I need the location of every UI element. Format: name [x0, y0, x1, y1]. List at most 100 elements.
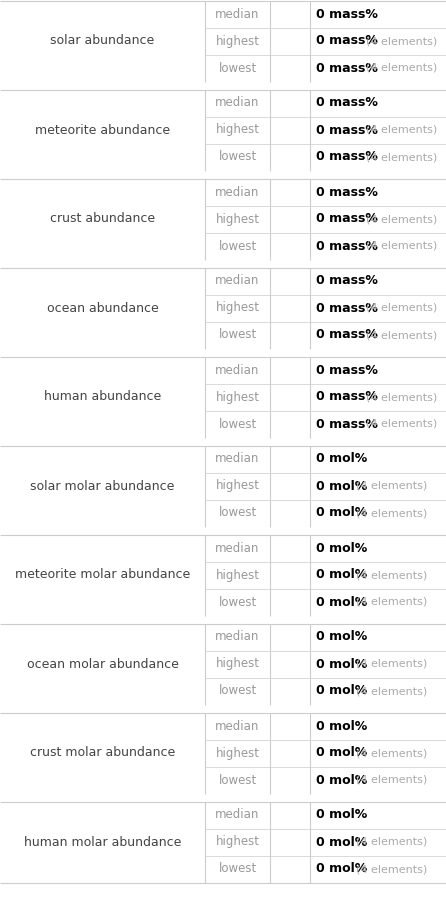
Text: 0 mol%  (4 elements): 0 mol% (4 elements) [316, 596, 446, 609]
Text: 0 mass%  (4 elements): 0 mass% (4 elements) [316, 212, 446, 226]
Text: highest: highest [215, 212, 260, 226]
Text: 0 mass%: 0 mass% [316, 97, 378, 110]
Text: solar abundance: solar abundance [50, 35, 155, 48]
Text: median: median [215, 186, 260, 198]
Text: 0 mol%: 0 mol% [316, 773, 367, 787]
Text: highest: highest [215, 747, 260, 760]
Text: 0 mol%: 0 mol% [316, 541, 367, 555]
Text: (4 elements): (4 elements) [366, 303, 437, 313]
Text: 0 mol%: 0 mol% [316, 685, 367, 697]
Text: lowest: lowest [219, 328, 256, 342]
Text: 0 mol%  (4 elements): 0 mol% (4 elements) [316, 569, 446, 581]
Text: median: median [215, 452, 260, 465]
Text: lowest: lowest [219, 239, 256, 252]
Text: ocean molar abundance: ocean molar abundance [27, 657, 178, 671]
Text: 0 mass%: 0 mass% [316, 274, 378, 288]
Text: 0 mol%  (4 elements): 0 mol% (4 elements) [316, 506, 446, 519]
Text: (4 elements): (4 elements) [356, 775, 427, 785]
Text: 0 mass%: 0 mass% [316, 390, 378, 403]
Text: (4 elements): (4 elements) [356, 686, 427, 696]
Text: 0 mol%  (4 elements): 0 mol% (4 elements) [316, 773, 446, 787]
Text: 0 mass%  (4 elements): 0 mass% (4 elements) [316, 418, 446, 430]
Text: (4 elements): (4 elements) [356, 748, 427, 758]
Text: (4 elements): (4 elements) [356, 508, 427, 518]
Text: median: median [215, 364, 260, 377]
Text: 0 mass%: 0 mass% [316, 239, 378, 252]
Text: median: median [215, 7, 260, 20]
Text: 0 mass%: 0 mass% [316, 302, 378, 314]
Text: human molar abundance: human molar abundance [24, 835, 181, 848]
Text: 0 mol%: 0 mol% [316, 657, 367, 671]
Text: 0 mass%  (4 elements): 0 mass% (4 elements) [316, 123, 446, 136]
Text: 0 mass%  (4 elements): 0 mass% (4 elements) [316, 328, 446, 342]
Text: 0 mol%  (4 elements): 0 mol% (4 elements) [316, 657, 446, 671]
Text: median: median [215, 274, 260, 288]
Text: (4 elements): (4 elements) [356, 481, 427, 491]
Text: highest: highest [215, 35, 260, 48]
Text: highest: highest [215, 657, 260, 671]
Text: lowest: lowest [219, 418, 256, 430]
Text: 0 mol%: 0 mol% [316, 569, 367, 581]
Text: 0 mol%  (4 elements): 0 mol% (4 elements) [316, 863, 446, 876]
Text: 0 mass%: 0 mass% [316, 364, 378, 377]
Text: median: median [215, 809, 260, 822]
Text: lowest: lowest [219, 685, 256, 697]
Text: 0 mass%: 0 mass% [316, 418, 378, 430]
Text: (4 elements): (4 elements) [366, 392, 437, 402]
Text: highest: highest [215, 569, 260, 581]
Text: 0 mass%  (4 elements): 0 mass% (4 elements) [316, 35, 446, 48]
Text: lowest: lowest [219, 773, 256, 787]
Text: (4 elements): (4 elements) [356, 659, 427, 669]
Text: meteorite abundance: meteorite abundance [35, 123, 170, 136]
Text: 0 mass%  (4 elements): 0 mass% (4 elements) [316, 302, 446, 314]
Text: (4 elements): (4 elements) [366, 241, 437, 251]
Text: median: median [215, 541, 260, 555]
Text: 0 mol%: 0 mol% [316, 596, 367, 609]
Text: lowest: lowest [219, 61, 256, 75]
Text: 0 mass%: 0 mass% [316, 212, 378, 226]
Text: human abundance: human abundance [44, 390, 161, 403]
Text: crust molar abundance: crust molar abundance [30, 747, 175, 760]
Text: (4 elements): (4 elements) [366, 330, 437, 340]
Text: 0 mass%  (4 elements): 0 mass% (4 elements) [316, 61, 446, 75]
Text: lowest: lowest [219, 596, 256, 609]
Text: 0 mass%  (4 elements): 0 mass% (4 elements) [316, 390, 446, 403]
Text: 0 mol%: 0 mol% [316, 747, 367, 760]
Text: 0 mol%: 0 mol% [316, 452, 367, 465]
Text: 0 mass%: 0 mass% [316, 186, 378, 198]
Text: 0 mol%  (4 elements): 0 mol% (4 elements) [316, 835, 446, 848]
Text: ocean abundance: ocean abundance [47, 302, 158, 314]
Text: highest: highest [215, 480, 260, 493]
Text: lowest: lowest [219, 863, 256, 876]
Text: median: median [215, 631, 260, 643]
Text: (4 elements): (4 elements) [366, 214, 437, 224]
Text: 0 mass%: 0 mass% [316, 7, 378, 20]
Text: (4 elements): (4 elements) [366, 152, 437, 162]
Text: (4 elements): (4 elements) [366, 63, 437, 73]
Text: highest: highest [215, 390, 260, 403]
Text: (4 elements): (4 elements) [356, 570, 427, 580]
Text: 0 mol%: 0 mol% [316, 809, 367, 822]
Text: (4 elements): (4 elements) [356, 597, 427, 607]
Text: (4 elements): (4 elements) [366, 36, 437, 46]
Text: 0 mol%: 0 mol% [316, 835, 367, 848]
Text: crust abundance: crust abundance [50, 212, 155, 226]
Text: (4 elements): (4 elements) [356, 864, 427, 874]
Text: 0 mass%  (4 elements): 0 mass% (4 elements) [316, 151, 446, 164]
Text: 0 mass%: 0 mass% [316, 151, 378, 164]
Text: 0 mass%: 0 mass% [316, 61, 378, 75]
Text: (4 elements): (4 elements) [366, 419, 437, 429]
Text: 0 mass%: 0 mass% [316, 123, 378, 136]
Text: 0 mol%  (4 elements): 0 mol% (4 elements) [316, 747, 446, 760]
Text: 0 mass%: 0 mass% [316, 328, 378, 342]
Text: (4 elements): (4 elements) [356, 837, 427, 847]
Text: 0 mass%: 0 mass% [316, 35, 378, 48]
Text: 0 mol%  (4 elements): 0 mol% (4 elements) [316, 685, 446, 697]
Text: solar molar abundance: solar molar abundance [30, 480, 175, 493]
Text: lowest: lowest [219, 506, 256, 519]
Text: lowest: lowest [219, 151, 256, 164]
Text: meteorite molar abundance: meteorite molar abundance [15, 569, 190, 581]
Text: median: median [215, 719, 260, 732]
Text: highest: highest [215, 835, 260, 848]
Text: 0 mol%: 0 mol% [316, 480, 367, 493]
